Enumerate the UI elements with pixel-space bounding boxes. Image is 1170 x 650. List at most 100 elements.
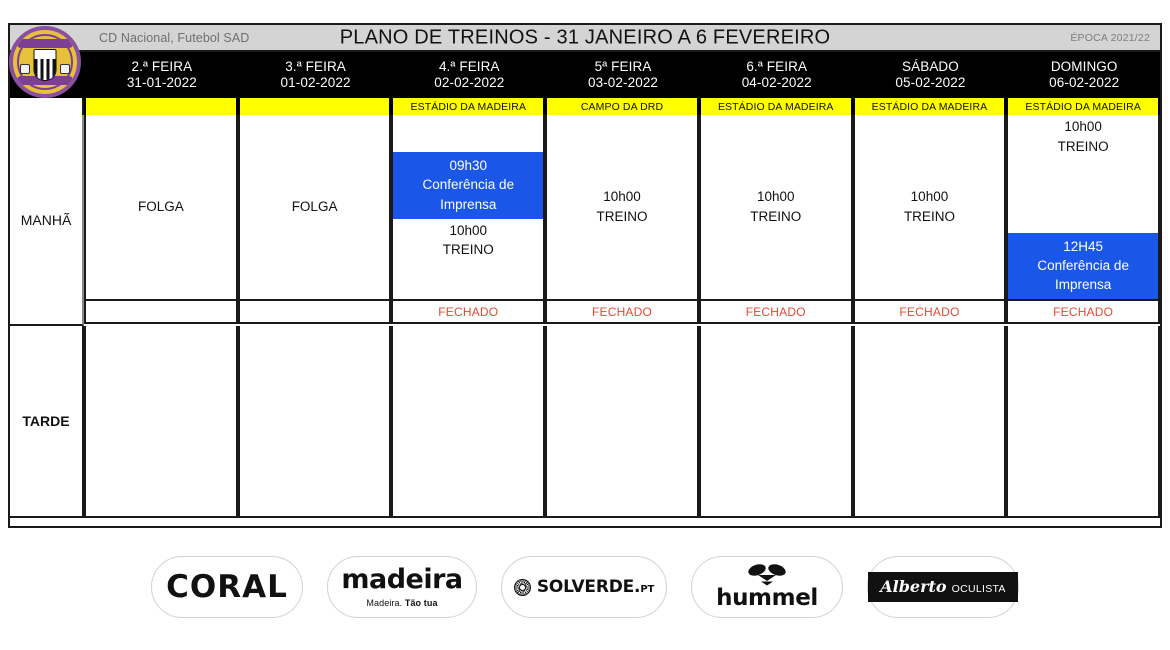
day-header-5: 6.ª FEIRA 04-02-2022	[698, 52, 853, 98]
session-line: TREINO	[442, 242, 494, 258]
solverde-tld: PT	[640, 584, 655, 595]
session-line: Conferência de	[422, 177, 515, 193]
alberto-wordmark: Alberto	[880, 577, 947, 596]
afternoon-cell-1	[84, 326, 238, 518]
solverde-wordmark: SOLVERDE.PT	[537, 577, 654, 597]
madeira-tagline: Madeira. Tão tua	[366, 598, 437, 608]
morning-row: MANHÃ FOLGA FOLGA 09h30 Conferência de Imp…	[10, 115, 1161, 326]
afternoon-cell-4	[545, 326, 699, 518]
session-line: Imprensa	[1055, 276, 1112, 292]
day-header-6: SÁBADO 05-02-2022	[852, 52, 1007, 98]
session-block: FOLGA	[240, 195, 390, 219]
day-date: 02-02-2022	[434, 75, 505, 90]
closed-status-2	[237, 301, 392, 324]
day-name: 3.ª FEIRA	[285, 59, 346, 75]
venue-cell-6: ESTÁDIO DA MADEIRA	[854, 98, 1005, 115]
afternoon-column-7	[1006, 326, 1161, 518]
afternoon-column-6	[852, 326, 1007, 518]
morning-cell-5: 10h00 TREINO	[698, 115, 853, 301]
session-line: TREINO	[750, 209, 802, 224]
day-header-cells: 2.ª FEIRA 31-01-2022 3.ª FEIRA 01-02-2022 4.…	[84, 52, 1160, 98]
crest-shield-stripes	[34, 59, 56, 80]
sponsor-solverde: SOLVERDE.PT	[501, 556, 667, 618]
afternoon-column-1	[84, 326, 238, 518]
sponsor-coral: CORAL	[151, 556, 303, 618]
coral-wordmark: CORAL	[166, 568, 288, 605]
hummel-bee-icon	[748, 564, 786, 586]
page-title: PLANO DE TREINOS - 31 JANEIRO A 6 FEVERE…	[339, 26, 831, 48]
closed-status-7: FECHADO	[1006, 301, 1161, 324]
morning-cell-1: FOLGA	[84, 115, 238, 301]
venue-cell-2	[239, 98, 390, 115]
day-header-4: 5ª FEIRA 03-02-2022	[545, 52, 699, 98]
morning-cell-7: 10h00 TREINO 12H45 Conferência de Imprensa	[1006, 115, 1161, 301]
day-name: 5ª FEIRA	[594, 59, 652, 75]
venue-cell-3: ESTÁDIO DA MADEIRA	[393, 98, 544, 115]
closed-status-5: FECHADO	[698, 301, 853, 324]
session-block: 10h00 TREINO	[701, 185, 851, 228]
crest-banner-top	[17, 39, 73, 48]
session-line: TREINO	[596, 209, 648, 224]
afternoon-cell-7	[1006, 326, 1161, 518]
venue-cell-4: CAMPO DA DRD	[547, 98, 697, 115]
session-line: FOLGA	[137, 199, 184, 215]
madeira-tagline-a: Madeira.	[366, 598, 403, 608]
session-line: TREINO	[903, 209, 955, 224]
season-label: ÉPOCA 2021/22	[1070, 31, 1150, 44]
row-label-morning: MANHÃ	[10, 115, 84, 326]
session-line: 10h00	[449, 222, 488, 238]
afternoon-cell-2	[237, 326, 392, 518]
crest-badge-left	[20, 64, 30, 74]
row-label-afternoon: TARDE	[10, 326, 84, 518]
session-line: TREINO	[1057, 138, 1109, 154]
sponsor-alberto: Alberto OCULISTA	[867, 556, 1019, 618]
afternoon-day-cells	[84, 326, 1161, 518]
morning-column-2: FOLGA	[237, 115, 392, 326]
afternoon-cell-5	[698, 326, 853, 518]
venue-cells: ESTÁDIO DA MADEIRA CAMPO DA DRD ESTÁDIO DA…	[84, 98, 1160, 115]
morning-column-6: 10h00 TREINO FECHADO	[852, 115, 1007, 326]
crest-shield-top	[34, 50, 56, 59]
morning-day-cells: FOLGA FOLGA 09h30 Conferência de Imprensa 1…	[84, 115, 1161, 326]
press-conference-block: 12H45 Conferência de Imprensa	[1008, 232, 1159, 299]
sponsor-madeira: madeira Madeira. Tão tua	[327, 556, 477, 618]
solverde-name: SOLVERDE.	[536, 577, 641, 597]
sponsor-hummel: hummel	[691, 556, 843, 618]
session-line: 09h30	[449, 158, 488, 174]
press-conference-block: 09h30 Conferência de Imprensa	[393, 152, 544, 219]
day-date: 31-01-2022	[126, 75, 197, 90]
day-header-1: 2.ª FEIRA 31-01-2022	[84, 52, 238, 98]
morning-column-1: FOLGA	[84, 115, 238, 326]
morning-cell-6: 10h00 TREINO	[852, 115, 1007, 301]
afternoon-column-5	[698, 326, 853, 518]
morning-cell-3: 09h30 Conferência de Imprensa 10h00 TREINO	[391, 115, 546, 301]
training-plan-board: CD Nacional, Futebol SAD PLANO DE TREINO…	[8, 23, 1162, 528]
day-date: 03-02-2022	[587, 75, 659, 90]
morning-column-5: 10h00 TREINO FECHADO	[698, 115, 853, 326]
sponsor-strip: CORAL madeira Madeira. Tão tua SOLVERDE.…	[0, 548, 1170, 626]
solverde-circle-icon	[513, 578, 531, 596]
day-date: 06-02-2022	[1049, 75, 1120, 90]
cd-nacional-crest-icon	[9, 26, 81, 98]
day-header-row: 2.ª FEIRA 31-01-2022 3.ª FEIRA 01-02-2022 4.…	[10, 52, 1160, 98]
morning-cell-2: FOLGA	[237, 115, 392, 301]
afternoon-column-4	[545, 326, 699, 518]
day-name: 4.ª FEIRA	[438, 59, 500, 75]
crest-ring	[17, 34, 73, 90]
venue-row: ESTÁDIO DA MADEIRA CAMPO DA DRD ESTÁDIO DA…	[10, 98, 1160, 115]
day-name: 2.ª FEIRA	[131, 59, 193, 75]
crest-shield	[33, 49, 57, 81]
solverde-lockup: SOLVERDE.PT	[513, 577, 654, 597]
day-header-7: DOMINGO 06-02-2022	[1006, 52, 1160, 98]
day-header-2: 3.ª FEIRA 01-02-2022	[237, 52, 392, 98]
hummel-wordmark: hummel	[716, 585, 818, 611]
session-block: FOLGA	[86, 195, 236, 219]
venue-cell-5: ESTÁDIO DA MADEIRA	[700, 98, 851, 115]
alberto-lockup: Alberto OCULISTA	[868, 572, 1018, 602]
session-line: 12H45	[1063, 238, 1104, 254]
session-block: 10h00 TREINO	[1008, 115, 1158, 158]
closed-status-4: FECHADO	[545, 301, 699, 324]
afternoon-column-3	[391, 326, 546, 518]
closed-status-1	[84, 301, 238, 324]
